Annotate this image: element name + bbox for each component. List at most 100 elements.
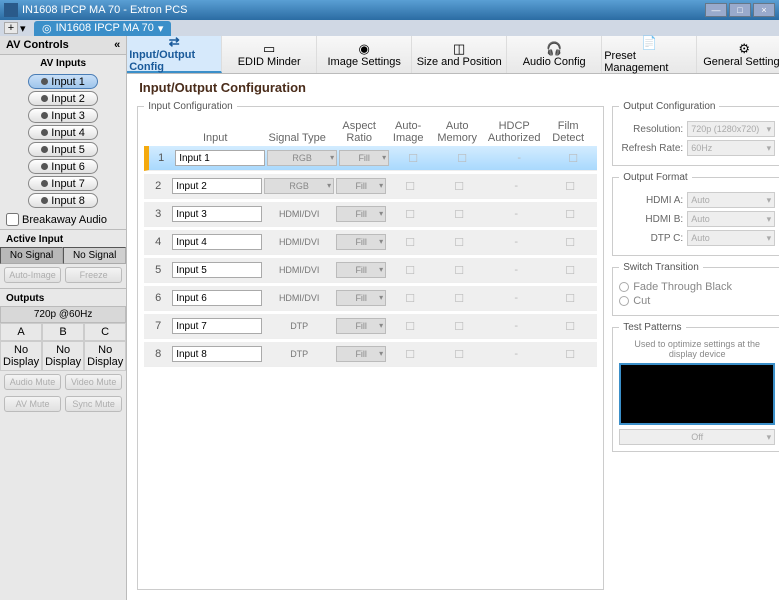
input-name-field[interactable] [172,262,262,278]
auto-memory-checkbox[interactable]: ☐ [434,236,484,249]
breakaway-audio-label: Breakaway Audio [22,214,107,226]
film-detect-checkbox[interactable]: ☐ [548,348,592,361]
aspect-ratio-select[interactable]: Fill [336,262,386,278]
maximize-button[interactable]: □ [729,3,751,17]
auto-image-checkbox[interactable]: ☐ [391,152,435,165]
aspect-ratio-select[interactable]: Fill [336,234,386,250]
film-detect-checkbox[interactable]: ☐ [548,208,592,221]
input-name-field[interactable] [172,178,262,194]
aspect-ratio-select[interactable]: Fill [336,178,386,194]
input-name-field[interactable] [172,318,262,334]
hdmi-a-select[interactable]: Auto [687,192,775,208]
add-tab-button[interactable]: + [4,22,18,34]
input-button-7[interactable]: Input 7 [28,176,98,191]
input-name-field[interactable] [172,290,262,306]
refresh-select[interactable]: 60Hz [687,140,775,156]
input-row[interactable]: 8DTPFill☐☐-☐ [144,342,597,367]
test-patterns-legend: Test Patterns [619,322,685,333]
auto-memory-checkbox[interactable]: ☐ [434,348,484,361]
input-name-field[interactable] [175,150,265,166]
input-name-field[interactable] [172,346,262,362]
auto-image-checkbox[interactable]: ☐ [388,180,432,193]
input-row[interactable]: 2RGBFill☐☐-☐ [144,174,597,199]
column-header: Input [170,132,260,144]
auto-image-checkbox[interactable]: ☐ [388,348,432,361]
input-button-3[interactable]: Input 3 [28,108,98,123]
input-button-1[interactable]: Input 1 [28,74,98,89]
input-button-4[interactable]: Input 4 [28,125,98,140]
video-mute-button[interactable]: Video Mute [65,374,122,390]
tab-image-settings[interactable]: ◉Image Settings [317,36,412,73]
aspect-ratio-select[interactable]: Fill [336,290,386,306]
status-dot-icon [41,180,48,187]
status-dot-icon [41,163,48,170]
tab-size-and-position[interactable]: ◫Size and Position [412,36,507,73]
tab-preset-management[interactable]: 📄Preset Management [602,36,697,73]
tab-dropdown-button[interactable]: ▾ [20,22,32,35]
auto-memory-checkbox[interactable]: ☐ [434,180,484,193]
input-row[interactable]: 5HDMI/DVIFill☐☐-☐ [144,258,597,283]
auto-memory-checkbox[interactable]: ☐ [437,152,487,165]
dtp-c-select[interactable]: Auto [687,230,775,246]
auto-memory-checkbox[interactable]: ☐ [434,264,484,277]
film-detect-checkbox[interactable]: ☐ [548,180,592,193]
auto-image-checkbox[interactable]: ☐ [388,236,432,249]
aspect-ratio-select[interactable]: Fill [336,206,386,222]
test-pattern-select[interactable]: Off [619,429,775,445]
input-button-8[interactable]: Input 8 [28,193,98,208]
tab-edid-minder[interactable]: ▭EDID Minder [222,36,317,73]
input-row[interactable]: 4HDMI/DVIFill☐☐-☐ [144,230,597,255]
input-button-2[interactable]: Input 2 [28,91,98,106]
input-row[interactable]: 3HDMI/DVIFill☐☐-☐ [144,202,597,227]
av-mute-button[interactable]: AV Mute [4,396,61,412]
hdcp-label: - [486,348,546,360]
input-row[interactable]: 6HDMI/DVIFill☐☐-☐ [144,286,597,311]
tab-input-output-config[interactable]: ⇄Input/Output Config [127,36,222,73]
signal-type-select[interactable]: RGB [267,150,337,166]
resolution-select[interactable]: 720p (1280x720) [687,121,775,137]
input-button-6[interactable]: Input 6 [28,159,98,174]
input-name-field[interactable] [172,234,262,250]
audio-mute-button[interactable]: Audio Mute [4,374,61,390]
film-detect-checkbox[interactable]: ☐ [548,320,592,333]
film-detect-checkbox[interactable]: ☐ [548,292,592,305]
minimize-button[interactable]: — [705,3,727,17]
close-button[interactable]: × [753,3,775,17]
auto-memory-checkbox[interactable]: ☐ [434,208,484,221]
auto-memory-checkbox[interactable]: ☐ [434,320,484,333]
sidebar-title: AV Controls [6,39,69,51]
hdmi-b-select[interactable]: Auto [687,211,775,227]
hdmi-a-label: HDMI A: [619,195,683,206]
signal-type-label: DTP [264,321,334,331]
signal-type-select[interactable]: RGB [264,178,334,194]
film-detect-checkbox[interactable]: ☐ [548,264,592,277]
auto-image-checkbox[interactable]: ☐ [388,292,432,305]
film-detect-checkbox[interactable]: ☐ [551,152,595,165]
input-button-5[interactable]: Input 5 [28,142,98,157]
auto-image-button[interactable]: Auto-Image [4,267,61,283]
column-header: Film Detect [546,120,590,144]
row-index: 5 [146,264,170,276]
breakaway-audio-checkbox[interactable] [6,213,19,226]
aspect-ratio-select[interactable]: Fill [336,318,386,334]
tab-audio-config[interactable]: 🎧Audio Config [507,36,602,73]
aspect-ratio-select[interactable]: Fill [336,346,386,362]
row-index: 3 [146,208,170,220]
film-detect-checkbox[interactable]: ☐ [548,236,592,249]
auto-image-checkbox[interactable]: ☐ [388,208,432,221]
input-name-field[interactable] [172,206,262,222]
input-row[interactable]: 1RGBFill☐☐-☐ [144,146,597,171]
collapse-icon[interactable]: « [114,39,120,51]
auto-image-checkbox[interactable]: ☐ [388,264,432,277]
document-tab[interactable]: ◎ IN1608 IPCP MA 70 ▾ [34,21,171,36]
auto-image-checkbox[interactable]: ☐ [388,320,432,333]
auto-memory-checkbox[interactable]: ☐ [434,292,484,305]
aspect-ratio-select[interactable]: Fill [339,150,389,166]
input-button-label: Input 1 [51,76,85,88]
sync-mute-button[interactable]: Sync Mute [65,396,122,412]
cut-radio[interactable] [619,296,629,306]
fade-radio[interactable] [619,282,629,292]
freeze-button[interactable]: Freeze [65,267,122,283]
tab-general-settings[interactable]: ⚙General Settings [697,36,779,73]
input-row[interactable]: 7DTPFill☐☐-☐ [144,314,597,339]
